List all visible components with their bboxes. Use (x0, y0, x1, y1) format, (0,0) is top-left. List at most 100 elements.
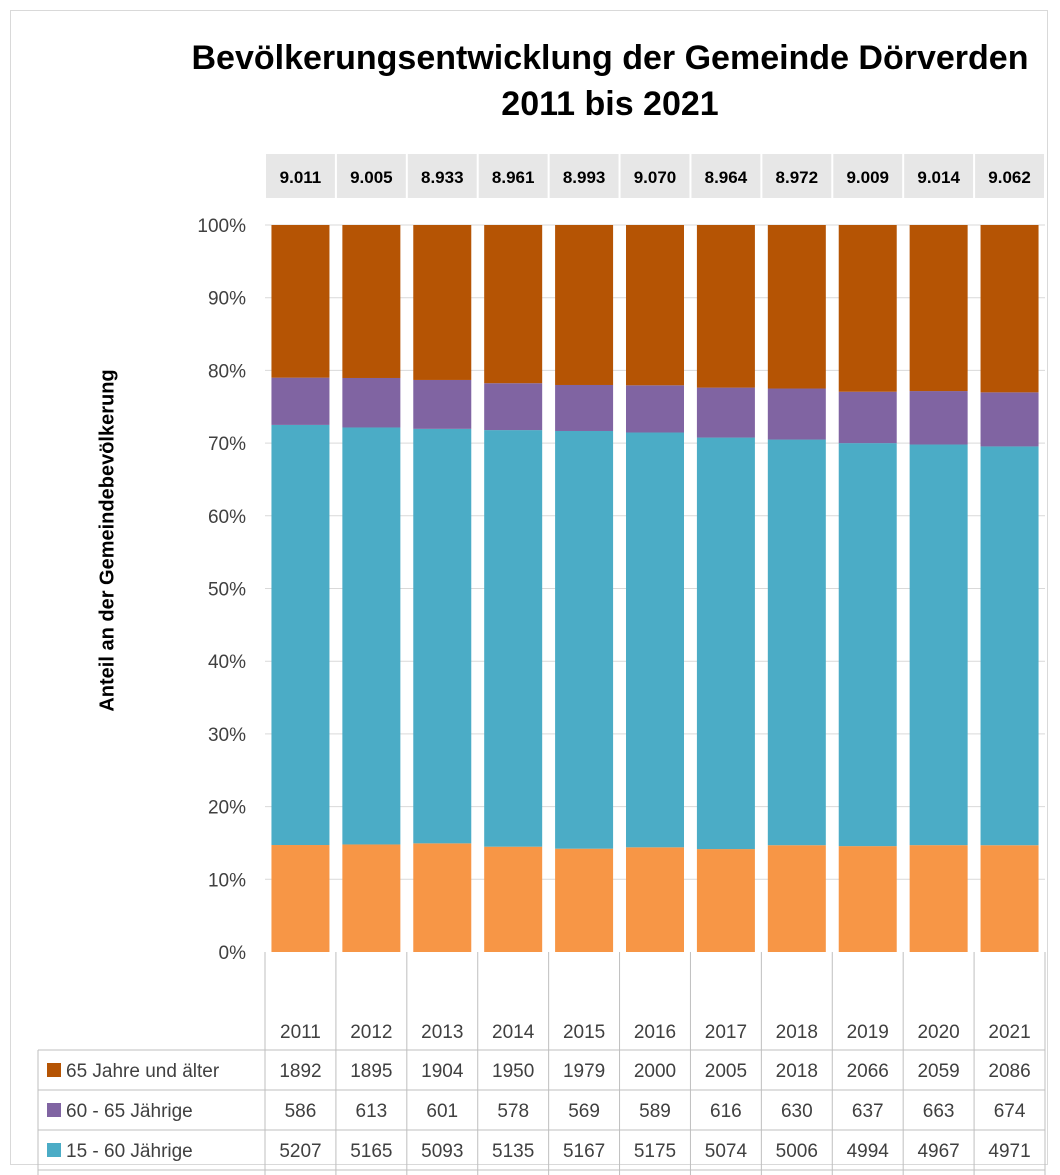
bar-segment (484, 846, 543, 952)
bar-segment (909, 444, 968, 846)
data-cell: 4994 (847, 1141, 890, 1162)
data-cell: 613 (356, 1101, 388, 1122)
data-cell: 1950 (492, 1061, 534, 1082)
total-box (478, 154, 548, 198)
bar-segment (838, 443, 897, 847)
bar-segment (342, 225, 401, 378)
legend-label: 15 - 60 Jährige (66, 1141, 193, 1162)
y-tick-label: 30% (208, 725, 246, 746)
data-cell: 601 (426, 1101, 458, 1122)
data-cell: 1892 (279, 1061, 321, 1082)
data-cell: 2005 (705, 1061, 747, 1082)
bar-segment (413, 428, 472, 844)
data-cell: 5135 (492, 1141, 534, 1162)
data-cell: 616 (710, 1101, 742, 1122)
y-tick-label: 80% (208, 361, 246, 382)
x-category-label: 2013 (421, 1022, 463, 1043)
bar-segment (342, 427, 401, 845)
data-cell: 1904 (421, 1061, 464, 1082)
y-tick-label: 70% (208, 434, 246, 455)
data-cell: 569 (568, 1101, 600, 1122)
x-category-label: 2019 (847, 1022, 889, 1043)
bar-segment (696, 387, 755, 438)
total-label: 9.014 (917, 168, 960, 187)
bar-segment (413, 225, 472, 380)
total-box (762, 154, 832, 198)
bar-segment (909, 391, 968, 445)
legend-label: 65 Jahre und älter (66, 1061, 220, 1082)
bar-segment (555, 430, 614, 849)
bar-segment (838, 391, 897, 444)
total-box (833, 154, 903, 198)
data-cell: 5167 (563, 1141, 605, 1162)
y-tick-label: 90% (208, 289, 246, 310)
bar-segment (767, 225, 826, 389)
y-tick-label: 100% (197, 216, 246, 237)
bar-segment (413, 843, 472, 952)
data-cell: 5006 (776, 1141, 818, 1162)
total-label: 8.933 (421, 168, 464, 187)
x-category-label: 2015 (563, 1022, 605, 1043)
total-label: 9.062 (988, 168, 1031, 187)
y-tick-label: 10% (208, 870, 246, 891)
bar-segment (271, 424, 330, 846)
data-cell: 2086 (988, 1061, 1030, 1082)
bar-segment (980, 446, 1039, 846)
data-cell: 630 (781, 1101, 813, 1122)
total-box (691, 154, 761, 198)
bar-segment (767, 388, 826, 440)
total-box (266, 154, 335, 198)
bar-segment (838, 225, 897, 392)
total-box (620, 154, 690, 198)
total-label: 8.972 (776, 168, 819, 187)
bar-segment (767, 439, 826, 846)
bar-segment (838, 846, 897, 952)
x-category-label: 2021 (988, 1022, 1030, 1043)
bar-segment (626, 847, 684, 952)
data-cell: 674 (994, 1101, 1026, 1122)
data-cell: 4971 (988, 1141, 1030, 1162)
bar-segment (271, 225, 330, 378)
chart-title-line1: Bevölkerungsentwicklung der Gemeinde Dör… (191, 39, 1029, 77)
data-cell: 1979 (563, 1061, 605, 1082)
bar-segment (626, 385, 684, 433)
bar-segment (555, 225, 614, 385)
total-label: 9.005 (350, 168, 393, 187)
bar-segment (696, 437, 755, 850)
bar-segment (767, 845, 826, 952)
total-box (407, 154, 477, 198)
total-box (336, 154, 406, 198)
data-cell: 578 (497, 1101, 529, 1122)
data-cell: 2059 (917, 1061, 959, 1082)
data-cell: 5207 (279, 1141, 321, 1162)
x-category-label: 2012 (350, 1022, 392, 1043)
y-tick-label: 60% (208, 507, 246, 528)
total-label: 8.961 (492, 168, 535, 187)
bar-segment (484, 383, 543, 431)
bar-segment (626, 432, 684, 848)
bar-segment (626, 225, 684, 386)
data-cell: 5165 (350, 1141, 392, 1162)
bar-segment (342, 844, 401, 952)
x-category-label: 2016 (634, 1022, 676, 1043)
total-label: 9.009 (846, 168, 889, 187)
bar-segment (909, 225, 968, 392)
bar-segment (696, 849, 755, 952)
data-cell: 586 (285, 1101, 317, 1122)
data-cell: 4967 (917, 1141, 959, 1162)
bar-segment (980, 845, 1039, 952)
y-tick-label: 50% (208, 580, 246, 601)
data-cell: 5074 (705, 1141, 748, 1162)
bar-segment (909, 845, 968, 952)
data-cell: 2066 (847, 1061, 889, 1082)
chart-title-line2: 2011 bis 2021 (501, 85, 719, 123)
data-cell: 2000 (634, 1061, 676, 1082)
x-category-label: 2017 (705, 1022, 747, 1043)
bar-segment (696, 225, 755, 388)
total-label: 9.011 (280, 168, 322, 187)
y-tick-label: 0% (219, 943, 247, 964)
bar-segment (271, 845, 330, 952)
bar-segment (555, 384, 614, 431)
total-box (904, 154, 974, 198)
bar-segment (980, 225, 1039, 393)
